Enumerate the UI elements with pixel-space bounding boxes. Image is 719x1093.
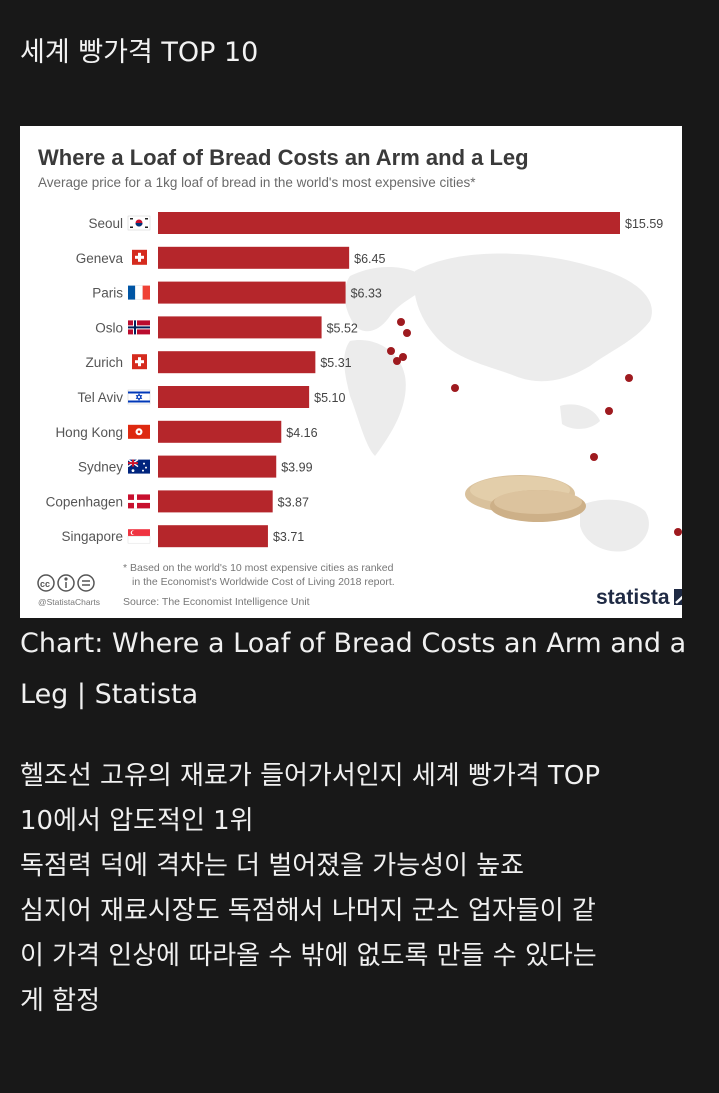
- bar-seoul: [158, 212, 620, 234]
- map-dot: [590, 453, 598, 461]
- value-label: $15.59: [625, 217, 663, 231]
- category-label: Zurich: [85, 355, 123, 370]
- category-label: Geneva: [76, 251, 124, 266]
- body-line: 헬조선 고유의 재료가 들어가서인지 세계 빵가격 TOP: [20, 761, 601, 791]
- footnote-line-1: * Based on the world's 10 most expensive…: [123, 562, 394, 574]
- map-dot: [451, 384, 459, 392]
- bar-geneva: [158, 246, 350, 269]
- statista-logo-icon: [674, 589, 682, 605]
- category-label: Oslo: [95, 320, 123, 335]
- value-label: $3.87: [278, 495, 309, 509]
- statista-credit: @StatistaCharts: [38, 597, 100, 607]
- bread-illustration: [465, 475, 586, 522]
- category-label: Seoul: [88, 216, 123, 231]
- denmark-flag-icon: [128, 494, 150, 509]
- body-line: 10에서 압도적인 1위: [20, 806, 254, 836]
- footnote-line-2: in the Economist's Worldwide Cost of Liv…: [132, 576, 395, 588]
- map-dot: [393, 357, 401, 365]
- value-label: $3.99: [281, 461, 312, 475]
- map-dot: [605, 407, 613, 415]
- value-label: $6.45: [354, 252, 385, 266]
- bar-zurich: [158, 351, 316, 374]
- post-body: 헬조선 고유의 재료가 들어가서인지 세계 빵가격 TOP 10에서 압도적인 …: [20, 754, 710, 1024]
- value-label: $3.71: [273, 530, 304, 544]
- bar-chart: Where a Loaf of Bread Costs an Arm and a…: [37, 145, 682, 609]
- bar-copenhagen: [158, 490, 273, 513]
- body-line: 독점력 덕에 격차는 더 벌어졌을 가능성이 높죠: [20, 851, 525, 881]
- chart-title: Where a Loaf of Bread Costs an Arm and a…: [38, 145, 529, 170]
- chart-image: Where a Loaf of Bread Costs an Arm and a…: [20, 126, 682, 618]
- creative-commons-icon: cc: [37, 574, 95, 592]
- singapore-flag-icon: [127, 529, 151, 544]
- korea-flag-icon: [127, 215, 151, 231]
- body-line: 게 함정: [20, 986, 101, 1016]
- post-title: 세계 빵가격 TOP 10: [20, 37, 259, 68]
- value-label: $6.33: [351, 287, 382, 301]
- chart-caption: Chart: Where a Loaf of Bread Costs an Ar…: [20, 628, 687, 710]
- body-line: 이 가격 인상에 따라올 수 밖에 없도록 만들 수 있다는: [20, 941, 597, 971]
- hong-kong-flag-icon: [128, 424, 150, 439]
- svg-text:cc: cc: [40, 579, 50, 589]
- map-dot: [674, 528, 682, 536]
- bar-hong-kong: [158, 420, 282, 443]
- switzerland-flag-icon: [132, 249, 147, 265]
- bar-sydney: [158, 455, 277, 478]
- category-label: Hong Kong: [55, 425, 123, 440]
- bar-paris: [158, 281, 346, 304]
- source-note: Source: The Economist Intelligence Unit: [123, 596, 310, 608]
- category-label: Copenhagen: [46, 494, 123, 509]
- world-map-illustration: [344, 253, 652, 552]
- category-label: Sydney: [78, 460, 123, 475]
- category-label: Singapore: [61, 529, 123, 544]
- france-flag-icon: [128, 285, 150, 300]
- australia-flag-icon: [127, 459, 150, 474]
- map-dot: [403, 329, 411, 337]
- map-dot: [625, 374, 633, 382]
- city-dots: [387, 318, 682, 536]
- bars-layer: $15.59 Seoul $6.45 Geneva $6.33 Paris $5.52 Osl…: [46, 212, 663, 548]
- switzerland-flag-icon: [132, 354, 147, 370]
- bar-singapore: [158, 525, 268, 548]
- map-dot: [387, 347, 395, 355]
- value-label: $5.10: [314, 391, 345, 405]
- map-dot: [399, 353, 407, 361]
- norway-flag-icon: [128, 320, 150, 335]
- bar-oslo: [158, 316, 322, 339]
- value-label: $4.16: [286, 426, 317, 440]
- category-label: Tel Aviv: [77, 390, 123, 405]
- body-line: 심지어 재료시장도 독점해서 나머지 군소 업자들이 같: [20, 896, 596, 926]
- chart-subtitle: Average price for a 1kg loaf of bread in…: [38, 175, 476, 190]
- bar-tel-aviv: [158, 386, 310, 408]
- statista-logo: statista: [596, 586, 670, 609]
- israel-flag-icon: [127, 389, 151, 405]
- map-dot: [397, 318, 405, 326]
- category-label: Paris: [92, 286, 123, 301]
- value-label: $5.31: [320, 356, 351, 370]
- value-label: $5.52: [327, 321, 358, 335]
